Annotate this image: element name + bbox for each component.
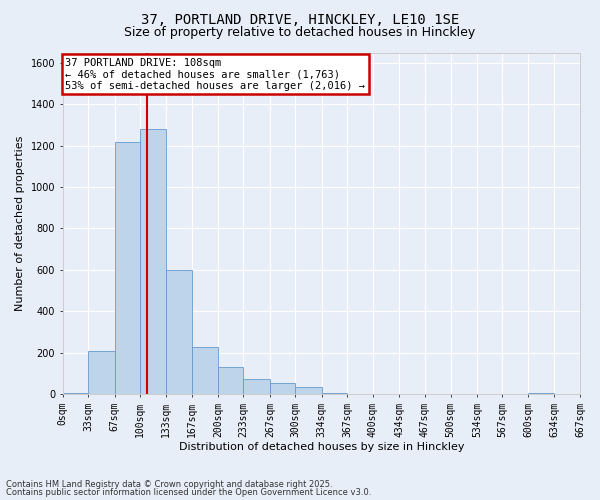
Bar (166, 270, 193, 394)
Bar (115, 142, 140, 394)
Bar (270, 382, 295, 394)
Text: 37 PORTLAND DRIVE: 108sqm
← 46% of detached houses are smaller (1,763)
53% of se: 37 PORTLAND DRIVE: 108sqm ← 46% of detac… (65, 58, 365, 91)
Bar (193, 348, 218, 394)
Text: Size of property relative to detached houses in Hinckley: Size of property relative to detached ho… (124, 26, 476, 39)
Text: Contains public sector information licensed under the Open Government Licence v3: Contains public sector information licen… (6, 488, 371, 497)
Bar (295, 387, 322, 394)
Bar (528, 393, 554, 394)
Bar (63, 393, 88, 394)
Bar (244, 378, 270, 394)
Y-axis label: Number of detached properties: Number of detached properties (15, 136, 25, 311)
Text: Contains HM Land Registry data © Crown copyright and database right 2025.: Contains HM Land Registry data © Crown c… (6, 480, 332, 489)
Bar (88, 350, 115, 394)
Text: 37, PORTLAND DRIVE, HINCKLEY, LE10 1SE: 37, PORTLAND DRIVE, HINCKLEY, LE10 1SE (141, 12, 459, 26)
Bar (218, 367, 244, 394)
Bar (322, 393, 347, 394)
Bar (140, 129, 166, 394)
X-axis label: Distribution of detached houses by size in Hinckley: Distribution of detached houses by size … (179, 442, 464, 452)
